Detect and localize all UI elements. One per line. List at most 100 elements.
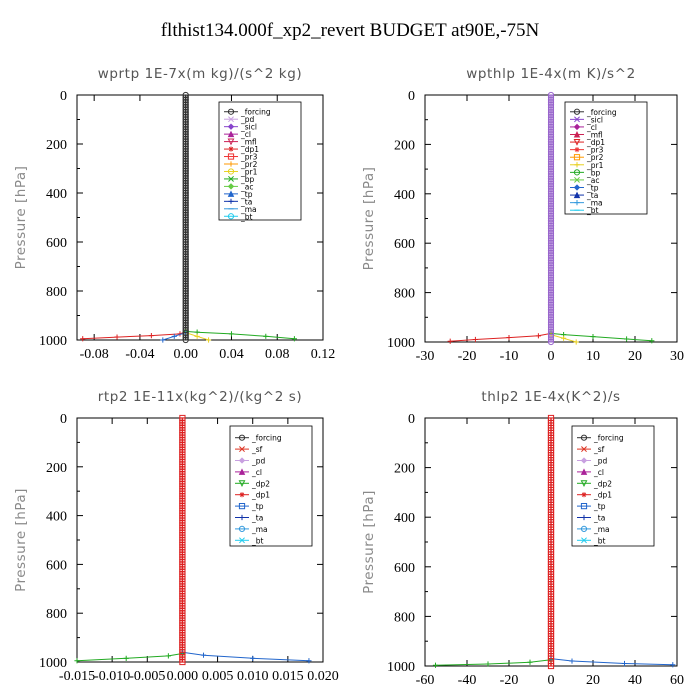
legend: _forcing_pd_sicl_cl_mfl_dp1_pr3_pr2_pr1_…	[218, 101, 302, 221]
series-line	[182, 651, 309, 662]
series-line	[550, 658, 673, 666]
panel-title: rtp2 1E-11x(kg^2)/(kg^2 s)	[98, 389, 303, 405]
y-tick-label: 400	[394, 188, 415, 203]
legend: _forcing_sicl_cl_mfl_dp1_pr3_pr2_pr1_bp_…	[564, 101, 648, 215]
series-point	[590, 333, 596, 340]
legend-entry: _dp1	[586, 138, 605, 147]
legend-swatch-marker	[581, 492, 587, 498]
legend-entry: _cl	[586, 123, 597, 132]
x-tick-label: 40	[628, 673, 642, 688]
legend-entry: _pd	[593, 457, 608, 466]
legend-swatch-marker	[227, 168, 235, 175]
legend-entry: _ac	[586, 176, 599, 185]
series-point	[228, 331, 235, 337]
legend-entry: _pd	[240, 115, 255, 124]
x-tick-label: -30	[416, 349, 435, 364]
legend-entry: _bt	[586, 206, 599, 215]
legend-entry: _sicl	[240, 123, 257, 132]
legend-entry: _ta	[593, 514, 605, 523]
legend-entry: _pr2	[240, 160, 258, 169]
series-point	[569, 658, 575, 664]
series-point	[561, 335, 567, 341]
x-tick-label: 0.000	[167, 669, 199, 684]
legend-swatch-marker	[574, 162, 580, 168]
legend-swatch-marker	[580, 457, 588, 464]
legend-entry: _pr2	[586, 153, 604, 162]
series-point	[200, 652, 207, 658]
legend-swatch-marker	[573, 131, 581, 138]
x-tick-label: 0	[548, 673, 555, 688]
legend-swatch-marker	[227, 190, 235, 197]
y-tick-label: 1000	[39, 334, 67, 349]
x-tick-label: -0.08	[80, 347, 109, 362]
legend-swatch-marker	[227, 138, 235, 146]
x-tick-label: 10	[586, 349, 600, 364]
series-point	[148, 332, 154, 339]
legend-swatch-marker	[581, 514, 587, 521]
y-tick-label: 400	[394, 511, 415, 526]
legend-entry: _bt	[240, 212, 253, 221]
series-point	[649, 338, 655, 344]
legend-entry: _pr1	[586, 161, 604, 170]
legend-swatch-marker	[574, 147, 580, 153]
profile-marker	[547, 662, 555, 670]
legend-entry: _dp1	[240, 145, 259, 154]
x-tick-label: 20	[628, 349, 642, 364]
x-tick-label: 0.12	[311, 347, 336, 362]
y-tick-label: 800	[394, 610, 415, 625]
legend-box	[571, 425, 655, 547]
series-line	[435, 659, 552, 666]
series-point	[160, 337, 166, 343]
y-tick-label: 600	[46, 236, 67, 251]
series-point	[306, 658, 312, 664]
y-tick-label: 1000	[39, 656, 67, 671]
legend-entry: _tp	[240, 190, 253, 199]
x-tick-label: 0.08	[265, 347, 290, 362]
series-point	[670, 662, 676, 668]
x-tick-label: 0.015	[272, 669, 304, 684]
y-tick-label: 800	[46, 285, 67, 300]
panel-title: wpthlp 1E-4x(m K)/s^2	[466, 66, 636, 82]
x-tick-label: 20	[586, 673, 600, 688]
legend-swatch-marker	[227, 153, 235, 160]
panel-title: wprtp 1E-7x(m kg)/(s^2 kg)	[98, 66, 303, 82]
legend-entry: _pr3	[240, 153, 258, 162]
legend-swatch-marker	[228, 198, 234, 204]
x-tick-label: 0.010	[237, 669, 269, 684]
legend-swatch-marker	[573, 169, 581, 176]
legend-swatch-marker	[227, 123, 235, 130]
x-tick-label: -10	[500, 349, 519, 364]
legend-swatch-marker	[239, 537, 245, 544]
y-tick-label: 200	[46, 138, 67, 153]
legend-swatch-marker	[580, 525, 588, 533]
legend-swatch-marker	[580, 434, 588, 441]
y-tick-label: 1000	[387, 336, 415, 351]
series-point	[74, 658, 80, 664]
y-tick-label: 0	[408, 89, 415, 104]
legend-swatch-marker	[573, 123, 581, 131]
y-tick-label: 1000	[387, 660, 415, 675]
y-tick-label: 800	[46, 607, 67, 622]
legend-entry: _dp2	[593, 479, 612, 488]
legend: _forcing _sf _pd _cl _dp2 _dp1 _tp _ta _ma _bt	[571, 425, 655, 547]
legend-entry: _pr1	[240, 167, 258, 176]
y-axis-label: Pressure [hPa]	[13, 488, 29, 592]
legend-swatch-marker	[238, 457, 246, 464]
legend-swatch-marker	[238, 480, 246, 488]
x-tick-label: -0.015	[59, 669, 95, 684]
x-tick-label: 30	[670, 349, 684, 364]
legend-entry: _cl	[240, 130, 251, 139]
legend-entry: _forcing	[593, 434, 624, 443]
legend-swatch-marker	[574, 116, 580, 123]
legend-entry: _mfl	[586, 131, 603, 140]
legend-swatch-marker	[580, 503, 588, 510]
y-tick-label: 0	[60, 89, 67, 104]
series-point	[624, 336, 630, 342]
legend-entry: _bp	[586, 168, 601, 177]
x-tick-label: 0.005	[202, 669, 234, 684]
panel-title: thlp2 1E-4x(K^2)/s	[481, 389, 620, 405]
legend-swatch-marker	[581, 537, 587, 544]
legend-entry: _ta	[586, 191, 598, 200]
